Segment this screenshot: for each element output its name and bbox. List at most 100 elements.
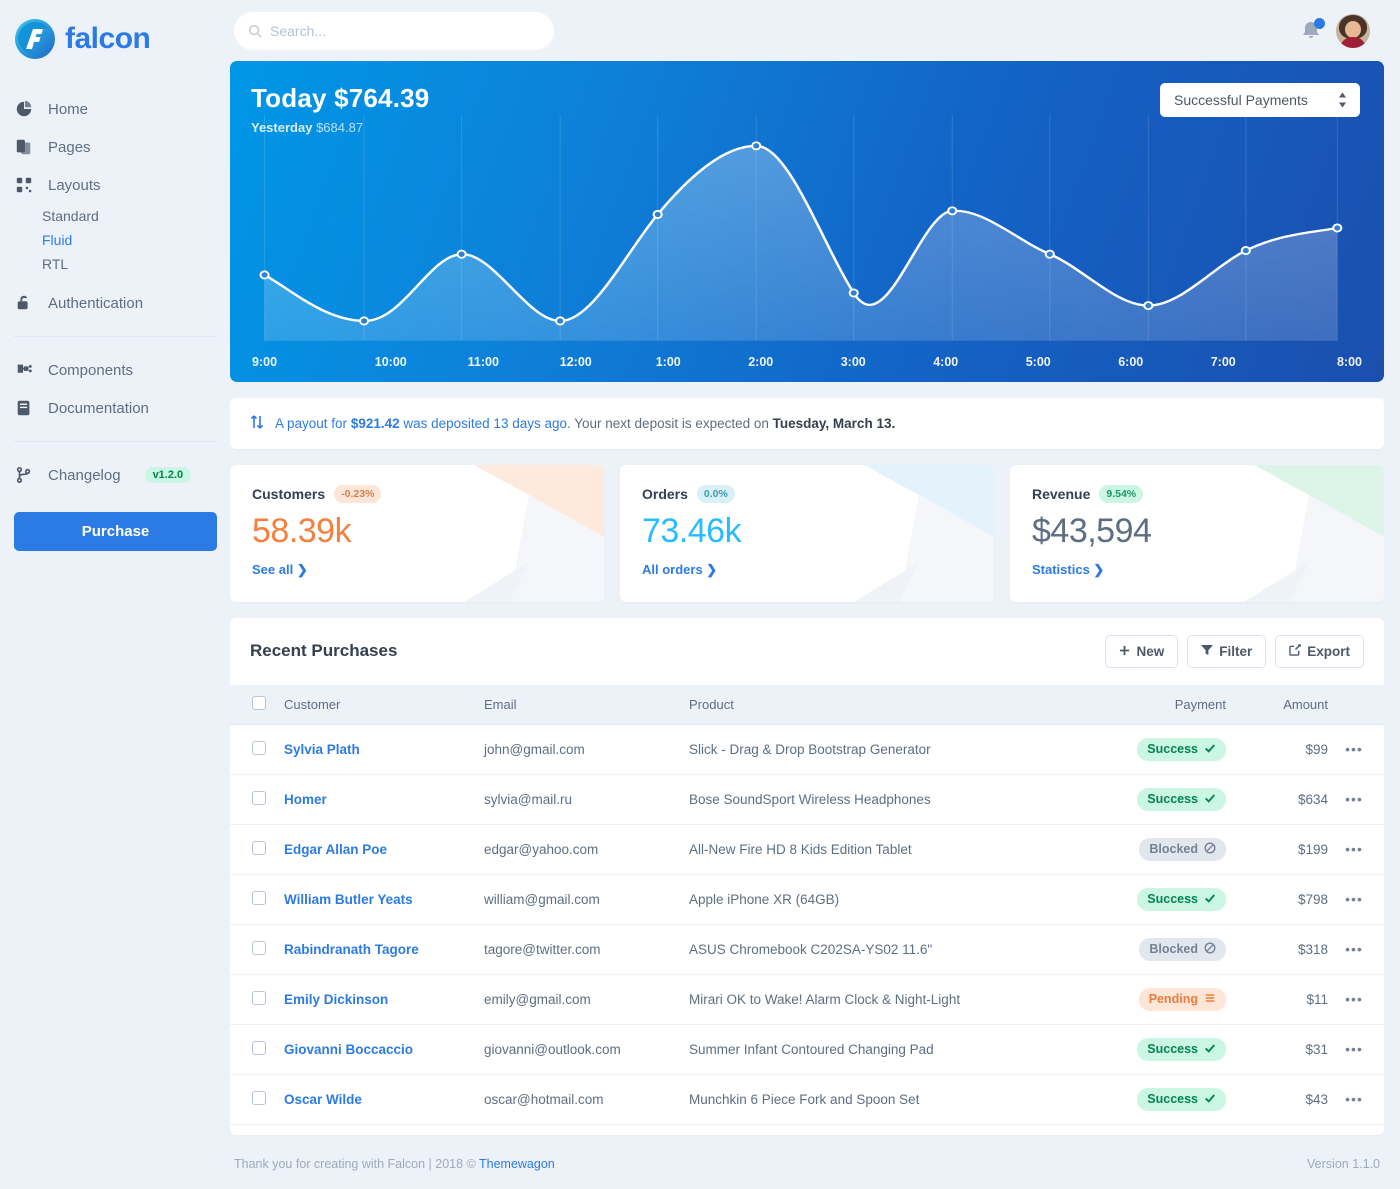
customer-link[interactable]: Emily Dickinson [284,991,389,1007]
cell-actions: ••• [1336,1024,1384,1075]
product-text: ASUS Chromebook C202SA-YS02 11.6" [689,941,933,957]
sidebar-item-layouts[interactable]: Layouts [0,166,230,204]
sidebar-divider-1 [14,336,216,337]
customer-link[interactable]: Rabindranath Tagore [284,941,419,957]
customer-link[interactable]: Homer [284,791,327,807]
product-text: Slick - Drag & Drop Bootstrap Generator [689,741,931,757]
row-checkbox[interactable] [252,1090,266,1105]
cell-payment: Success [1094,1074,1244,1125]
payments-filter-select[interactable]: Successful Payments [1160,83,1360,118]
table-row[interactable]: Rabindranath Tagore tagore@twitter.com ASU… [230,924,1384,975]
stat-card-orders[interactable]: Orders 0.0% 73.46k All orders ❯ [620,464,994,602]
row-checkbox[interactable] [252,790,266,805]
plus-icon [1119,644,1130,659]
hero-yesterday-label: Yesterday [251,120,313,136]
sidebar-subitem-standard[interactable]: Standard [42,208,99,224]
notification-bell-icon[interactable] [1300,17,1325,43]
stat-card-revenue[interactable]: Revenue 9.54% $43,594 Statistics ❯ [1010,464,1384,602]
select-all-checkbox[interactable] [252,695,266,710]
stat-header: Customers -0.23% [252,484,582,503]
amount-text: $318 [1297,941,1328,957]
row-checkbox[interactable] [252,840,266,855]
customer-link[interactable]: Edgar Allan Poe [284,841,388,857]
themewagon-link[interactable]: Themewagon [479,1157,555,1171]
customer-link[interactable]: Giovanni Boccaccio [284,1041,414,1057]
cell-actions: ••• [1336,724,1384,775]
row-menu-icon[interactable]: ••• [1345,941,1363,958]
row-select-cell [230,1024,276,1075]
sidebar-item-label: Components [48,361,134,379]
pie-chart-icon [14,99,34,119]
customer-link[interactable]: Sylvia Plath [284,741,360,757]
cell-payment: Blocked [1094,824,1244,875]
customer-link[interactable]: Oscar Wilde [284,1091,362,1107]
stat-link[interactable]: Statistics ❯ [1032,561,1105,577]
status-badge: Success [1137,1037,1226,1061]
stat-link[interactable]: See all ❯ [252,561,308,577]
row-menu-icon[interactable]: ••• [1345,741,1363,758]
stat-link-label: All orders [642,561,703,577]
row-menu-icon[interactable]: ••• [1345,891,1363,908]
hero-header: Today $764.39 Yesterday $684.87 Successf… [230,61,1384,135]
row-checkbox[interactable] [252,990,266,1005]
table-row[interactable]: Sylvia Plath john@gmail.com Slick - Drag &… [230,724,1384,775]
status-badge: Success [1137,787,1226,811]
x-tick: 12:00 [559,354,592,369]
stat-chip: 0.0% [696,484,735,503]
sidebar-item-home[interactable]: Home [0,90,230,128]
table-row[interactable]: Homer sylvia@mail.ru Bose SoundSport Wirel… [230,774,1384,825]
filter-button[interactable]: Filter [1187,634,1267,668]
sidebar-subitem-fluid[interactable]: Fluid [42,232,73,248]
success-icon [1204,1042,1216,1057]
customer-link[interactable]: William Butler Yeats [284,891,413,907]
user-avatar[interactable] [1336,13,1370,48]
table-row[interactable]: William Butler Yeats william@gmail.com App… [230,874,1384,925]
row-menu-icon[interactable]: ••• [1345,991,1363,1008]
row-checkbox[interactable] [252,890,266,905]
stat-link[interactable]: All orders ❯ [642,561,718,577]
search-input[interactable] [270,22,540,39]
brand-logo-area[interactable]: falcon [0,18,230,90]
payments-filter-box: Successful Payments [1160,83,1360,118]
sidebar-item-changelog[interactable]: Changelog v1.2.0 [0,456,230,494]
export-button[interactable]: Export [1275,634,1364,668]
success-icon [1204,892,1216,907]
stat-value: 58.39k [252,511,352,550]
table-row[interactable]: Giovanni Boccaccio giovanni@outlook.com Su… [230,1024,1384,1075]
cell-payment: Success [1094,1024,1244,1075]
search-icon [248,24,262,38]
table-row[interactable]: Edgar Allan Poe edgar@yahoo.com All-New Fi… [230,824,1384,875]
stat-card-customers[interactable]: Customers -0.23% 58.39k See all ❯ [230,464,604,602]
row-checkbox[interactable] [252,1040,266,1055]
card-decoration [1244,464,1384,602]
row-menu-icon[interactable]: ••• [1345,841,1363,858]
sidebar-item-documentation[interactable]: Documentation [0,389,230,427]
sidebar-item-authentication[interactable]: Authentication [0,284,230,322]
table-row[interactable]: Emily Dickinson emily@gmail.com Mirari OK … [230,974,1384,1025]
row-menu-icon[interactable]: ••• [1345,1091,1363,1108]
falcon-logo-icon [14,18,56,60]
table-body: Sylvia Plath john@gmail.com Slick - Drag &… [230,724,1384,1125]
cell-product: Munchkin 6 Piece Fork and Spoon Set [681,1074,1094,1125]
product-text: Apple iPhone XR (64GB) [689,891,840,907]
sidebar-subitem-rtl[interactable]: RTL [42,256,69,272]
transfer-icon [250,414,264,433]
status-badge: Blocked [1139,937,1226,961]
col-amount: Amount [1244,684,1336,725]
sidebar-item-pages[interactable]: Pages [0,128,230,166]
payout-prefix: A payout for [275,415,351,431]
cell-email: tagore@twitter.com [476,924,681,975]
new-button[interactable]: New [1105,634,1179,668]
purchase-button[interactable]: Purchase [14,512,217,551]
row-menu-icon[interactable]: ••• [1345,1041,1363,1058]
row-checkbox[interactable] [252,740,266,755]
sidebar-item-components[interactable]: Components [0,351,230,389]
stat-body: Customers -0.23% 58.39k See all ❯ [252,484,582,579]
row-menu-icon[interactable]: ••• [1345,791,1363,808]
x-tick: 10:00 [374,354,407,369]
recent-purchases-card: Recent Purchases New Filter [230,617,1384,1135]
search-box[interactable] [234,11,554,50]
table-row[interactable]: Oscar Wilde oscar@hotmail.com Munchkin 6 P… [230,1074,1384,1125]
row-checkbox[interactable] [252,940,266,955]
